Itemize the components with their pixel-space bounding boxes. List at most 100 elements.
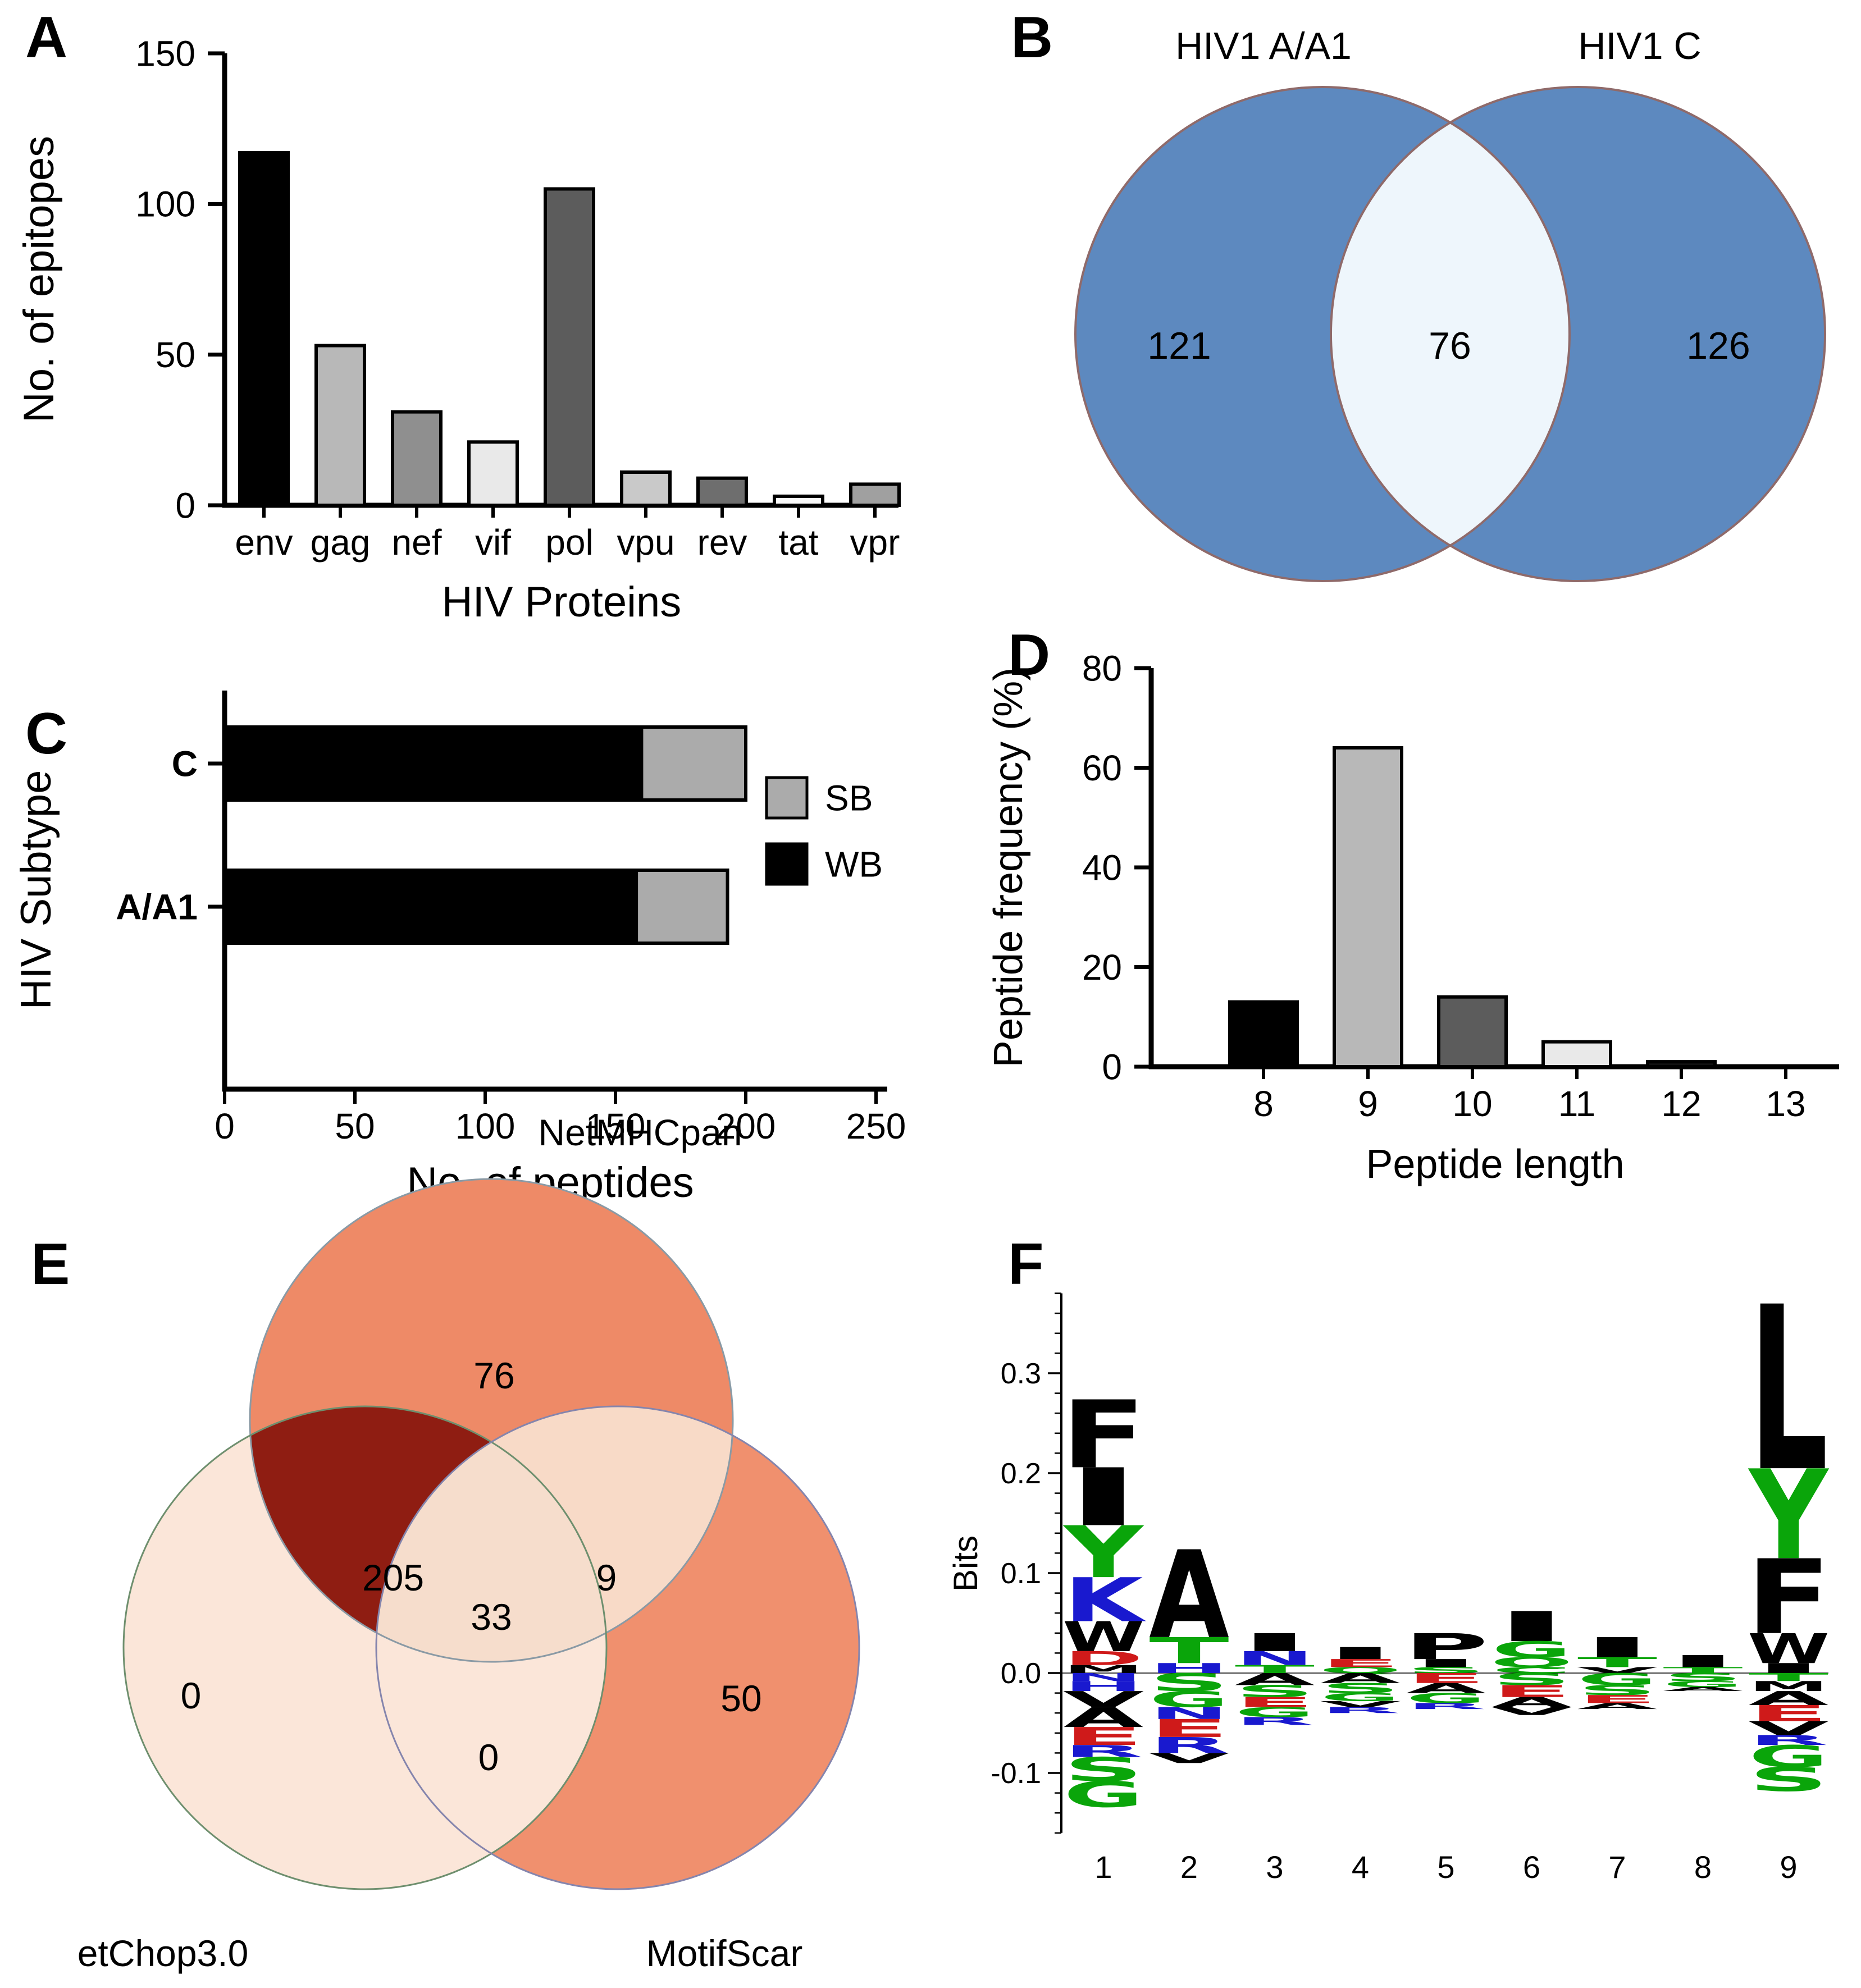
svg-text:V: V [1491, 1705, 1572, 1718]
svg-text:S: S [1406, 1665, 1486, 1675]
svg-text:C: C [1491, 1665, 1572, 1675]
svg-text:20: 20 [1082, 947, 1122, 988]
svg-text:A: A [1749, 1688, 1829, 1710]
svg-text:F: F [1061, 1381, 1146, 1489]
svg-text:W: W [1748, 1625, 1830, 1673]
svg-text:tat: tat [778, 522, 818, 563]
svg-text:0: 0 [175, 485, 195, 525]
svg-text:H: H [1064, 1679, 1143, 1694]
svg-text:76: 76 [1429, 325, 1471, 367]
svg-text:I: I [1749, 1660, 1829, 1676]
svg-text:HIV1 C: HIV1 C [1578, 25, 1701, 67]
panel-label-c: C [25, 701, 68, 766]
svg-text:S: S [1577, 1683, 1657, 1698]
svg-text:T: T [1149, 1630, 1229, 1672]
svg-text:E: E [1577, 1693, 1658, 1706]
panel-d-peptide-length-bar-chart: 0 20 40 60 80 8 9 10 11 12 13 Peptide length Peptide… [910, 589, 1861, 1207]
svg-text:W: W [1062, 1614, 1144, 1661]
svg-text:N: N [1064, 1671, 1143, 1684]
svg-text:C: C [172, 743, 198, 784]
venn2-chart: HIV1 A/A1 HIV1 C 121 76 126 [1074, 25, 1826, 582]
svg-text:R: R [1064, 1742, 1143, 1761]
svg-text:A: A [1406, 1680, 1486, 1696]
svg-text:A: A [1491, 1694, 1572, 1710]
svg-text:rev: rev [697, 522, 747, 563]
svg-text:0.2: 0.2 [1001, 1457, 1041, 1490]
svg-text:E: E [1064, 1722, 1144, 1751]
svg-text:6: 6 [1523, 1849, 1540, 1885]
svg-text:MotifScar: MotifScar [646, 1932, 803, 1974]
svg-text:G: G [1149, 1687, 1229, 1712]
svg-text:150: 150 [135, 33, 195, 74]
svg-text:I: I [1663, 1652, 1743, 1671]
svg-text:3: 3 [1266, 1849, 1283, 1885]
svg-text:T: T [1663, 1665, 1743, 1675]
svg-text:V: V [1577, 1666, 1658, 1675]
svg-text:K: K [1064, 1565, 1146, 1635]
svg-text:I: I [1320, 1644, 1401, 1663]
svg-text:S: S [1663, 1671, 1743, 1684]
svg-text:10: 10 [1452, 1084, 1492, 1124]
svg-text:G: G [1406, 1690, 1486, 1706]
svg-text:H: H [1150, 1661, 1229, 1676]
svg-text:Q: Q [1319, 1665, 1402, 1675]
svg-text:200: 200 [716, 1106, 776, 1146]
svg-text:HIV Proteins: HIV Proteins [442, 578, 682, 626]
panel-label-b: B [1011, 5, 1053, 70]
svg-text:-0.1: -0.1 [991, 1757, 1041, 1790]
svg-text:HIV Subtype: HIV Subtype [12, 770, 60, 1010]
svg-text:WB: WB [825, 844, 883, 884]
svg-text:N: N [1235, 1647, 1314, 1670]
svg-text:50: 50 [335, 1106, 375, 1146]
svg-text:1: 1 [1094, 1849, 1112, 1885]
svg-text:G: G [1235, 1704, 1315, 1720]
svg-text:Q: Q [1490, 1655, 1573, 1670]
svg-text:G: G [1491, 1637, 1571, 1662]
svg-text:8: 8 [1694, 1849, 1712, 1885]
svg-text:A/A1: A/A1 [116, 886, 198, 927]
svg-text:100: 100 [135, 184, 195, 225]
panel-e-venn-diagram: NetMHCpan etChop3.0 MotifScar 76 0 50 205 9 0 33 [0, 1112, 932, 1988]
svg-text:V: V [1748, 1717, 1830, 1740]
svg-text:vpu: vpu [617, 522, 674, 563]
svg-text:No. of epitopes: No. of epitopes [15, 136, 63, 423]
svg-text:S: S [1064, 1751, 1143, 1789]
svg-text:env: env [235, 522, 293, 563]
svg-text:0: 0 [478, 1736, 499, 1778]
svg-text:gag: gag [311, 522, 371, 563]
svg-text:60: 60 [1082, 748, 1122, 788]
svg-text:I: I [1064, 1452, 1144, 1544]
svg-text:Bits: Bits [947, 1535, 984, 1592]
svg-text:I: I [1406, 1657, 1486, 1670]
svg-text:T: T [1235, 1663, 1315, 1676]
svg-text:50: 50 [156, 335, 195, 375]
panel-label-a: A [25, 5, 68, 70]
svg-text:Peptide frequency (%): Peptide frequency (%) [986, 668, 1031, 1067]
svg-text:I: I [1235, 1628, 1315, 1657]
svg-text:S: S [1320, 1680, 1400, 1696]
svg-text:D: D [1064, 1647, 1143, 1670]
svg-text:vif: vif [475, 522, 511, 563]
svg-text:0.1: 0.1 [1001, 1557, 1041, 1590]
panel-label-d: D [1008, 623, 1051, 688]
svg-text:S: S [1149, 1668, 1229, 1697]
svg-text:G: G [1577, 1670, 1657, 1689]
svg-text:205: 205 [362, 1557, 424, 1598]
svg-text:T: T [1577, 1655, 1657, 1670]
svg-text:E: E [1320, 1657, 1401, 1670]
panel-a-epitope-bar-chart: 0 50 100 150 env gag nef vif pol vpu rev tat vpr HIV … [0, 0, 910, 646]
svg-text:Y: Y [1062, 1511, 1144, 1594]
svg-text:150: 150 [586, 1106, 646, 1146]
svg-text:126: 126 [1686, 325, 1750, 367]
panel-c-stacked-bar-chart: 0 50 100 150 200 250 C A/A1 No. of peptides HIV S… [0, 646, 910, 1207]
svg-text:M: M [1064, 1663, 1144, 1676]
panel-b-venn-diagram: HIV1 A/A1 HIV1 C 121 76 126 [910, 0, 1861, 595]
svg-text:9: 9 [596, 1557, 617, 1598]
svg-text:P: P [1404, 1626, 1489, 1667]
svg-text:I: I [1491, 1603, 1572, 1651]
svg-text:V: V [1148, 1751, 1230, 1766]
svg-text:E: E [1235, 1694, 1315, 1710]
svg-text:R: R [1406, 1702, 1486, 1711]
